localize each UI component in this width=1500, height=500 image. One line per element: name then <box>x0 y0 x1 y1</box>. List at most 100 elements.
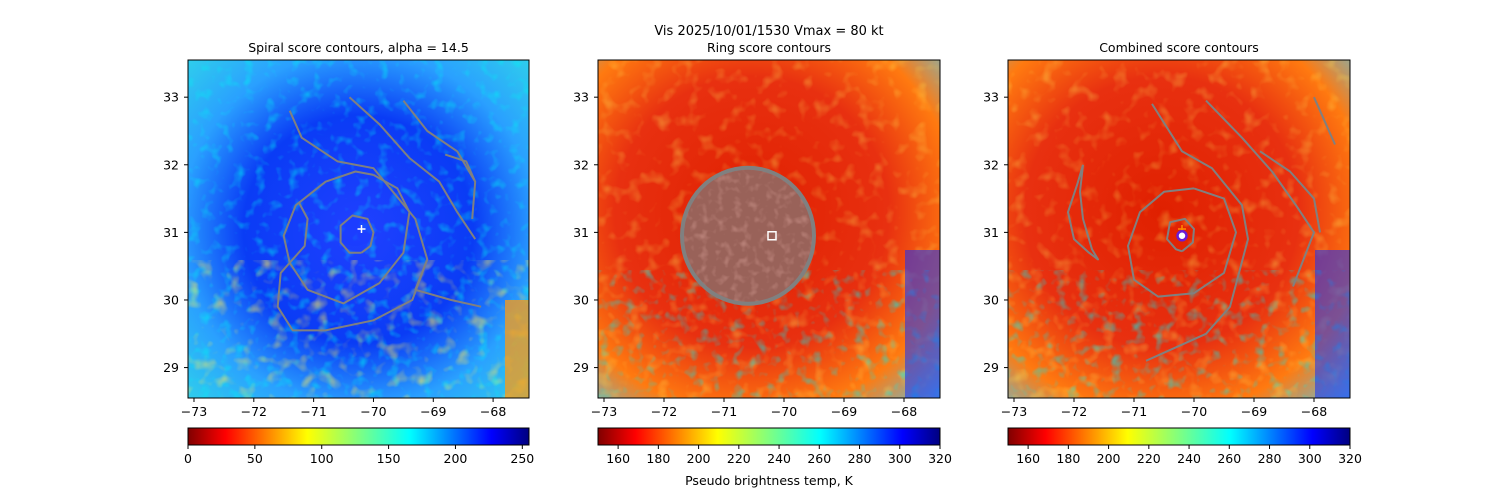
contour-group <box>1067 96 1336 362</box>
heatmap-texture-cool <box>1008 270 1350 398</box>
marker-group <box>767 231 777 241</box>
axes-frame <box>187 59 530 399</box>
colorbar-tick-label: 220 <box>1137 451 1161 466</box>
panel-title: Combined score contours <box>1099 40 1259 55</box>
x-tick-label: −68 <box>891 404 917 419</box>
contour-line <box>414 259 482 308</box>
axes-frame <box>597 59 941 399</box>
y-tick-label: 32 <box>573 157 589 172</box>
colorbar-label: Pseudo brightness temp, K <box>685 473 854 488</box>
contour-line <box>1127 187 1237 298</box>
y-axis: 29 30 31 32 33 <box>573 90 598 375</box>
x-tick-label: −71 <box>1121 404 1147 419</box>
heatmap-edge-orange <box>505 300 529 398</box>
y-tick-label: 31 <box>573 225 589 240</box>
x-tick-label: −70 <box>1181 404 1207 419</box>
marker-group <box>357 225 366 233</box>
x-tick-label: −70 <box>360 404 386 419</box>
x-axis: −73 −72 −71 −70 −69 −68 <box>591 398 917 419</box>
colorbar: 160 180 200 220 240 260 280 300 320 Pseudo brigh… <box>597 427 952 488</box>
center-marker-square <box>767 231 777 241</box>
contour-line <box>444 153 477 219</box>
colorbar-gradient <box>597 427 941 446</box>
y-tick-label: 29 <box>163 360 179 375</box>
center-marker-plus <box>357 225 366 233</box>
marker-group <box>1176 225 1188 242</box>
ring-score-tint <box>684 169 812 302</box>
heatmap-texture-warm <box>188 260 529 398</box>
colorbar-tick-label: 240 <box>767 451 791 466</box>
contour-line <box>1067 164 1099 261</box>
colorbar-tick-label: 160 <box>1016 451 1040 466</box>
colorbar-ticks: 160 180 200 220 240 260 280 300 320 <box>1016 445 1362 466</box>
colorbar-tick-label: 0 <box>184 451 192 466</box>
contour-line <box>1205 99 1315 287</box>
figure-suptitle: Vis 2025/10/01/1530 Vmax = 80 kt <box>654 24 883 39</box>
ring-score-patch <box>680 165 816 306</box>
y-axis: 29 30 31 32 33 <box>983 90 1008 375</box>
colorbar-tick-label: 280 <box>1258 451 1282 466</box>
eye-region <box>337 218 373 246</box>
y-tick-label: 29 <box>573 360 589 375</box>
colorbar-tick-label: 250 <box>510 451 534 466</box>
colorbar-tick-label: 260 <box>807 451 831 466</box>
x-tick-label: −73 <box>181 404 207 419</box>
ring-score-texture <box>684 169 812 302</box>
x-axis: −73 −72 −71 −70 −69 −68 <box>181 398 506 419</box>
colorbar-tick-label: 240 <box>1177 451 1201 466</box>
x-tick-label: −69 <box>1241 404 1267 419</box>
colorbar-tick-label: 180 <box>646 451 670 466</box>
x-tick-label: −73 <box>591 404 617 419</box>
x-tick-label: −68 <box>1301 404 1327 419</box>
panel-combined: Combined score contours −73 −72 −71 −70 −69 −… <box>983 40 1362 466</box>
y-tick-label: 31 <box>983 225 999 240</box>
colorbar-tick-label: 220 <box>727 451 751 466</box>
x-tick-label: −72 <box>651 404 677 419</box>
colorbar-gradient <box>1007 427 1351 446</box>
colorbar: 160 180 200 220 240 260 280 300 320 <box>1007 427 1362 466</box>
contour-group <box>276 96 482 332</box>
y-tick-label: 30 <box>983 292 999 307</box>
colorbar-tick-label: 150 <box>377 451 401 466</box>
x-tick-label: −69 <box>831 404 857 419</box>
x-tick-label: −72 <box>1061 404 1087 419</box>
y-tick-label: 33 <box>983 90 999 105</box>
colorbar-tick-label: 100 <box>310 451 334 466</box>
y-axis: 29 30 31 32 33 <box>163 90 188 375</box>
panel-title: Ring score contours <box>707 40 831 55</box>
contour-line <box>1166 217 1195 253</box>
colorbar-tick-label: 50 <box>247 451 263 466</box>
heatmap-edge-blue <box>905 250 940 398</box>
y-tick-label: 30 <box>163 292 179 307</box>
colorbar: 0 50 100 150 200 250 <box>184 427 534 466</box>
y-tick-label: 32 <box>163 157 179 172</box>
colorbar-tick-label: 200 <box>444 451 468 466</box>
colorbar-ticks: 0 50 100 150 200 250 <box>184 445 534 466</box>
x-tick-label: −68 <box>480 404 506 419</box>
contour-line <box>1313 96 1336 145</box>
colorbar-gradient <box>187 427 530 446</box>
y-tick-label: 32 <box>983 157 999 172</box>
contour-line <box>276 110 429 332</box>
colorbar-tick-label: 160 <box>606 451 630 466</box>
y-tick-label: 33 <box>163 90 179 105</box>
x-tick-label: −70 <box>771 404 797 419</box>
colorbar-tick-label: 180 <box>1056 451 1080 466</box>
contour-line <box>1259 150 1321 233</box>
colorbar-tick-label: 320 <box>928 451 952 466</box>
x-tick-label: −71 <box>300 404 326 419</box>
y-tick-label: 30 <box>573 292 589 307</box>
colorbar-tick-label: 200 <box>1097 451 1121 466</box>
colorbar-tick-label: 260 <box>1217 451 1241 466</box>
x-tick-label: −73 <box>1001 404 1027 419</box>
contour-line <box>402 99 477 183</box>
colorbar-ticks: 160 180 200 220 240 260 280 300 320 <box>606 445 952 466</box>
axes-frame <box>1007 59 1351 399</box>
x-tick-label: −71 <box>711 404 737 419</box>
colorbar-tick-label: 300 <box>1298 451 1322 466</box>
colorbar-tick-label: 320 <box>1338 451 1362 466</box>
heatmap-edge-blue <box>1315 250 1350 398</box>
contour-line <box>339 214 375 254</box>
x-tick-label: −69 <box>420 404 446 419</box>
